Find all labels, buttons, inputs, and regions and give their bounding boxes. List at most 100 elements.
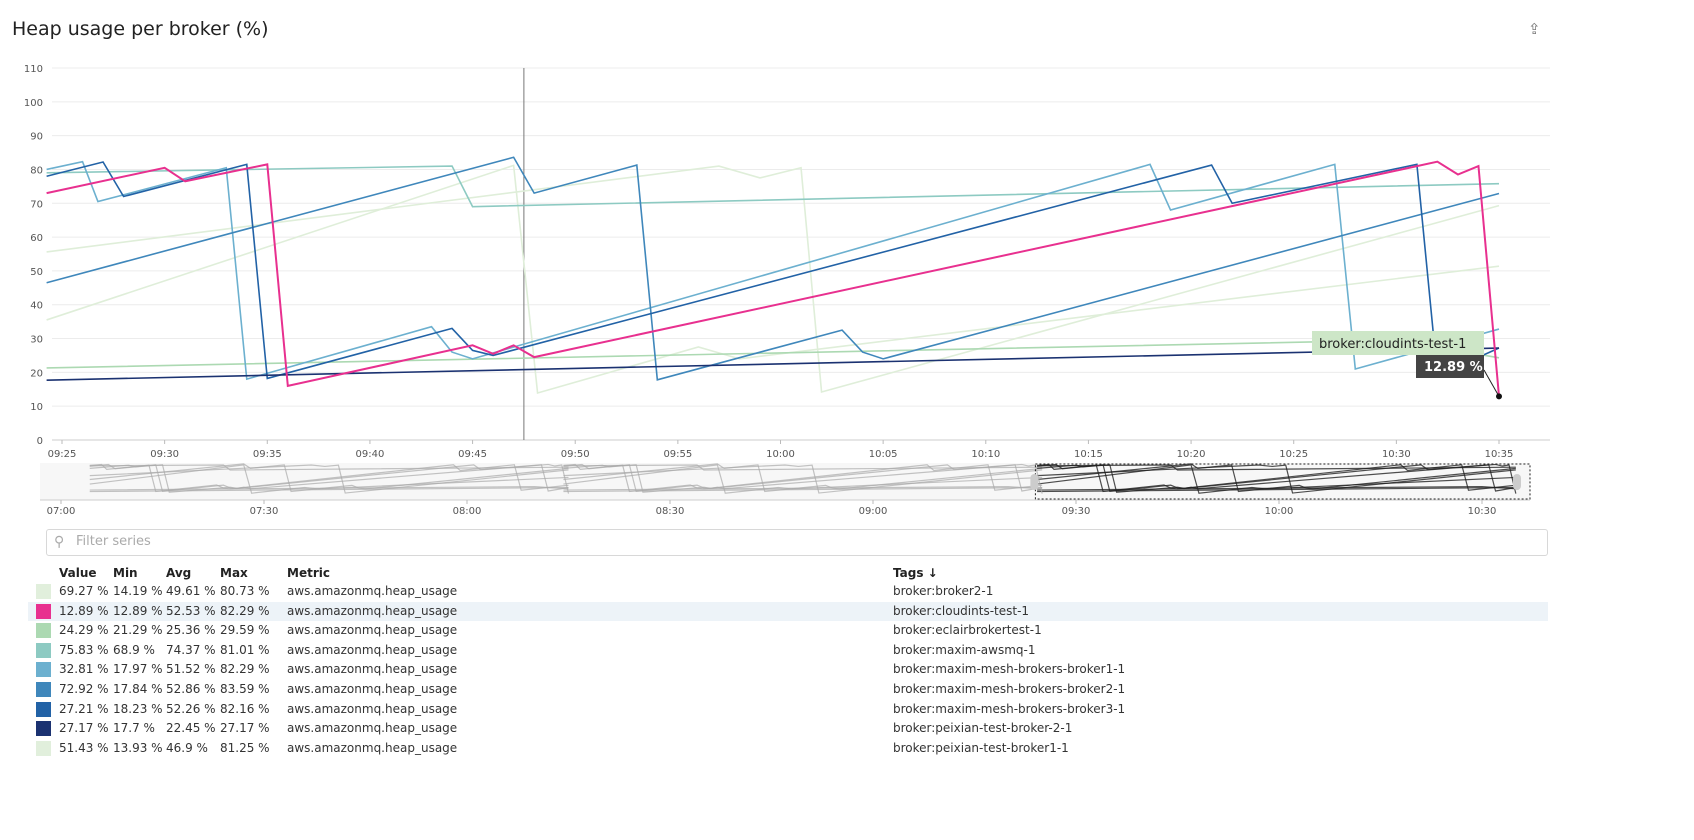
table-row[interactable]: 27.17 % 17.7 % 22.45 % 27.17 % aws.amazo… [28, 719, 1548, 738]
header-metric[interactable]: Metric [287, 566, 330, 580]
avg-cell: 52.53 % [166, 603, 216, 618]
max-cell: 80.73 % [220, 584, 270, 598]
y-tick-label: 60 [30, 233, 43, 244]
x-tick-label: 09:40 [356, 449, 385, 460]
table-row[interactable]: 72.92 % 17.84 % 52.86 % 83.59 % aws.amaz… [28, 680, 1548, 699]
share-icon[interactable]: ⇪ [1528, 20, 1541, 38]
navigator-series-line [89, 463, 569, 493]
series-line [46, 156, 1500, 381]
metric-cell: aws.amazonmq.heap_usage [287, 642, 458, 657]
navigator-tick-label: 08:00 [453, 506, 482, 517]
x-tick-label: 10:25 [1279, 449, 1308, 460]
min-cell: 17.84 % [113, 682, 163, 696]
value-cell: 72.92 % [59, 682, 109, 696]
tags-cell: broker:broker2-1 [893, 584, 994, 598]
min-cell: 21.29 % [113, 623, 163, 638]
table-row[interactable]: 51.43 % 13.93 % 46.9 % 81.25 % aws.amazo… [28, 739, 1548, 758]
series-color-swatch [36, 682, 51, 697]
x-tick-label: 10:05 [869, 449, 898, 460]
y-tick-label: 30 [30, 335, 43, 346]
value-cell: 27.21 % [59, 701, 109, 716]
x-tick-label: 09:45 [458, 449, 487, 460]
navigator-series-line [1037, 463, 1516, 493]
header-max[interactable]: Max [220, 566, 248, 580]
min-cell: 14.19 % [113, 584, 163, 598]
x-tick-label: 10:15 [1074, 449, 1103, 460]
max-cell: 81.01 % [220, 642, 270, 657]
tooltip-pointer [1483, 369, 1500, 397]
avg-cell: 52.86 % [166, 682, 216, 696]
avg-cell: 74.37 % [166, 642, 216, 657]
navigator-tick-label: 07:30 [250, 506, 279, 517]
x-tick-label: 10:35 [1485, 449, 1514, 460]
series-color-swatch [36, 740, 51, 756]
value-cell: 69.27 % [59, 584, 109, 598]
chart[interactable]: 0 10 20 30 40 50 60 70 80 90 100 110 09:25 09:30 09:35… [0, 0, 1694, 525]
table-row[interactable]: 69.27 % 14.19 % 49.61 % 80.73 % aws.amaz… [28, 582, 1548, 601]
metric-cell: aws.amazonmq.heap_usage [287, 740, 458, 755]
header-avg[interactable]: Avg [166, 566, 192, 580]
tags-cell: broker:peixian-test-broker-2-1 [893, 721, 1073, 736]
max-cell: 81.25 % [220, 740, 270, 755]
navigator-tick-label: 09:30 [1062, 506, 1091, 517]
max-cell: 82.29 % [220, 662, 270, 677]
header-tags[interactable]: Tags ↓ [893, 566, 938, 580]
navigator-series-line [563, 463, 1043, 493]
table-row[interactable]: 27.21 % 18.23 % 52.26 % 82.16 % aws.amaz… [28, 700, 1548, 719]
y-tick-label: 80 [30, 165, 43, 176]
max-cell: 83.59 % [220, 682, 270, 696]
tags-cell: broker:maxim-mesh-brokers-broker1-1 [893, 662, 1126, 677]
table-row[interactable]: 75.83 % 68.9 % 74.37 % 81.01 % aws.amazo… [28, 641, 1548, 660]
x-tick-label: 09:50 [561, 449, 590, 460]
filter-series-input[interactable] [74, 533, 1478, 550]
min-cell: 13.93 % [113, 740, 163, 755]
series-line [46, 161, 1500, 380]
navigator-tick-label: 09:00 [859, 506, 888, 517]
navigator-series-line [563, 463, 1043, 494]
metric-cell: aws.amazonmq.heap_usage [287, 584, 458, 598]
value-cell: 75.83 % [59, 642, 109, 657]
metric-cell: aws.amazonmq.heap_usage [287, 682, 458, 696]
hover-point [1496, 393, 1502, 400]
header-min[interactable]: Min [113, 566, 138, 580]
y-tick-label: 20 [30, 368, 43, 379]
value-cell: 32.81 % [59, 662, 109, 677]
navigator-series-line [89, 463, 570, 494]
avg-cell: 25.36 % [166, 623, 216, 638]
series-color-swatch [36, 721, 51, 737]
header-value[interactable]: Value [59, 566, 97, 580]
navigator-series-line [89, 486, 569, 493]
table-row[interactable]: 32.81 % 17.97 % 51.52 % 82.29 % aws.amaz… [28, 660, 1548, 679]
tooltip-series-label-bg [1312, 331, 1484, 355]
search-icon: ⚲ [54, 534, 65, 550]
value-cell: 12.89 % [59, 603, 109, 618]
series-line [46, 165, 1500, 208]
navigator-series-line [1037, 463, 1517, 494]
avg-cell: 22.45 % [166, 721, 216, 736]
avg-cell: 52.26 % [166, 701, 216, 716]
y-tick-label: 100 [24, 98, 43, 109]
min-cell: 12.89 % [113, 603, 163, 618]
filter-series-input-box[interactable]: ⚲ [46, 529, 1548, 556]
series-color-swatch [36, 623, 51, 639]
avg-cell: 51.52 % [166, 662, 216, 677]
navigator-tick-label: 07:00 [47, 506, 76, 517]
navigator-tick-label: 08:30 [656, 506, 685, 517]
y-tick-label: 0 [37, 436, 43, 447]
metric-cell: aws.amazonmq.heap_usage [287, 662, 458, 677]
tags-cell: broker:maxim-awsmq-1 [893, 642, 1036, 657]
series-line [46, 160, 1500, 381]
max-cell: 29.59 % [220, 623, 270, 638]
table-row[interactable]: 12.89 % 12.89 % 52.53 % 82.29 % aws.amaz… [28, 601, 1548, 621]
x-tick-label: 09:55 [663, 449, 692, 460]
x-tick-label: 10:00 [766, 449, 795, 460]
value-cell: 24.29 % [59, 623, 109, 638]
table-row[interactable]: 24.29 % 21.29 % 25.36 % 29.59 % aws.amaz… [28, 621, 1548, 640]
y-tick-label: 50 [30, 267, 43, 278]
min-cell: 68.9 % [113, 642, 155, 657]
tags-cell: broker:eclairbrokertest-1 [893, 623, 1042, 638]
min-cell: 18.23 % [113, 701, 163, 716]
series-line [46, 160, 1500, 397]
tags-cell: broker:maxim-mesh-brokers-broker2-1 [893, 682, 1126, 696]
series-color-swatch [36, 603, 51, 619]
